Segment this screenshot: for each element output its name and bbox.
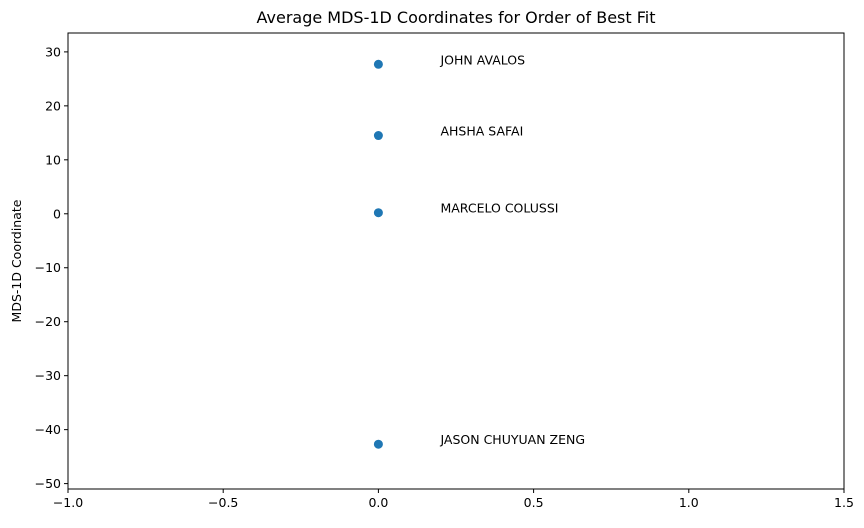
data-point xyxy=(373,59,383,69)
chart-title: Average MDS-1D Coordinates for Order of … xyxy=(257,8,656,27)
y-axis-label: MDS-1D Coordinate xyxy=(9,199,24,322)
x-tick-label: −1.0 xyxy=(53,495,83,510)
y-tick-label: 0 xyxy=(53,206,61,221)
data-point xyxy=(373,131,383,141)
x-axis: −1.0 −0.5 0.0 0.5 1.0 1.5 xyxy=(53,489,854,510)
point-label: AHSHA SAFAI xyxy=(440,124,523,139)
y-tick-label: 20 xyxy=(45,98,61,113)
y-axis: 30 20 10 0 −10 −20 −30 −40 −50 xyxy=(35,44,68,491)
data-point xyxy=(373,208,383,218)
y-tick-label: 30 xyxy=(45,44,61,59)
y-tick-label: −50 xyxy=(35,476,61,491)
point-label: JOHN AVALOS xyxy=(439,52,525,67)
y-tick-label: 10 xyxy=(45,152,61,167)
x-tick-label: 0.5 xyxy=(524,495,544,510)
y-tick-label: −40 xyxy=(35,422,61,437)
y-tick-label: −20 xyxy=(35,314,61,329)
plot-frame xyxy=(67,32,845,490)
plot-area: JOHN AVALOS AHSHA SAFAI MARCELO COLUSSI JAS… xyxy=(373,52,585,449)
point-label: MARCELO COLUSSI xyxy=(440,201,558,216)
x-tick-label: 1.5 xyxy=(834,495,854,510)
y-tick-label: −10 xyxy=(35,260,61,275)
x-tick-label: −0.5 xyxy=(208,495,238,510)
x-tick-label: 1.0 xyxy=(679,495,699,510)
y-tick-label: −30 xyxy=(35,368,61,383)
point-label: JASON CHUYUAN ZENG xyxy=(439,432,585,447)
x-tick-label: 0.0 xyxy=(368,495,388,510)
data-point xyxy=(373,439,383,449)
